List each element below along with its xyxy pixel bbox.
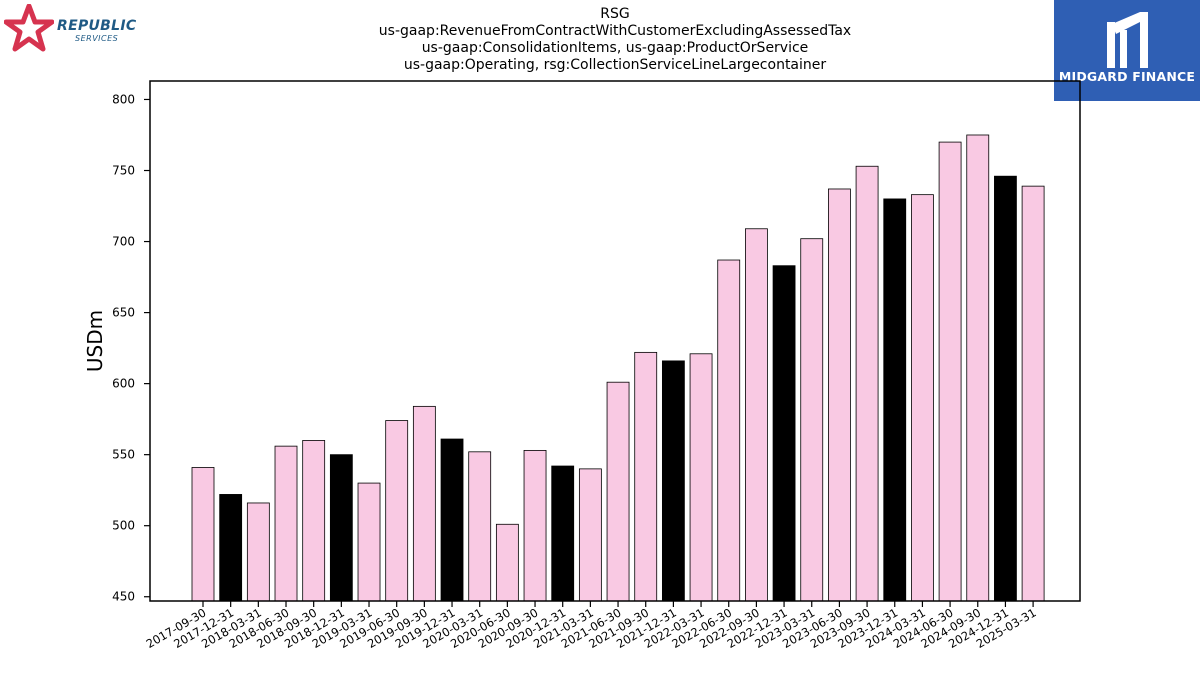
- bar-2019-12-31: [440, 438, 464, 602]
- midgard-finance-logo: MIDGARD FINANCE: [1054, 0, 1200, 101]
- bars-group: [191, 134, 1045, 602]
- star-emblem-icon: [3, 3, 55, 52]
- y-tick-label: 750: [112, 164, 135, 178]
- republic-services-logo: REPUBLIC SERVICES: [3, 3, 144, 54]
- plot-frame: [149, 80, 1081, 602]
- y-tick-label: 500: [112, 519, 135, 533]
- bar-2019-06-30: [385, 420, 409, 602]
- bar-2020-06-30: [495, 523, 519, 602]
- y-axis: 450 500 550 600 650 700 750 800: [112, 92, 150, 604]
- y-tick-label: 700: [112, 235, 135, 249]
- bar-2020-09-30: [523, 449, 547, 602]
- bar-2021-12-31: [661, 360, 685, 602]
- bar-2022-12-31: [772, 265, 796, 602]
- bar-2018-12-31: [329, 454, 353, 602]
- bar-2017-12-31: [219, 494, 243, 602]
- title-line: us-gaap:Operating, rsg:CollectionService…: [403, 57, 827, 73]
- bar-2017-09-30: [191, 467, 215, 602]
- bar-2023-09-30: [855, 165, 879, 602]
- bar-2021-09-30: [634, 351, 658, 602]
- bar-2024-09-30: [966, 134, 990, 602]
- bar-2023-06-30: [828, 188, 851, 602]
- bar-2018-09-30: [302, 440, 326, 602]
- title-line: RSG: [600, 6, 630, 22]
- logo-subtitle: SERVICES: [75, 34, 119, 43]
- logo-wordmark: REPUBLIC: [57, 18, 137, 34]
- bar-2021-06-30: [606, 381, 630, 602]
- bar-2025-03-31: [1021, 185, 1045, 602]
- chart-title: RSG us-gaap:RevenueFromContractWithCusto…: [300, 6, 930, 74]
- midgard-brand-name: MIDGARD FINANCE: [1058, 69, 1196, 84]
- bar-2020-12-31: [551, 465, 575, 602]
- midgard-mark-icon: [1107, 12, 1148, 68]
- bar-2022-06-30: [717, 259, 741, 602]
- bar-2024-06-30: [938, 141, 962, 602]
- bar-2019-03-31: [357, 482, 381, 602]
- bar-2023-12-31: [883, 198, 907, 602]
- bar-2024-12-31: [994, 175, 1017, 602]
- bar-2024-03-31: [911, 194, 934, 602]
- x-axis: 2017-09-302017-12-312018-03-312018-06-30…: [144, 601, 1039, 651]
- bar-2022-09-30: [745, 228, 768, 602]
- bar-2021-03-31: [578, 468, 602, 602]
- bar-2022-03-31: [689, 353, 713, 602]
- y-tick-label: 650: [112, 306, 135, 320]
- title-line: us-gaap:RevenueFromContractWithCustomerE…: [378, 23, 852, 39]
- y-tick-label: 600: [112, 377, 135, 391]
- y-tick-label: 550: [112, 448, 135, 462]
- title-line: us-gaap:ConsolidationItems, us-gaap:Prod…: [421, 40, 809, 56]
- y-axis-label: USDm: [83, 310, 107, 372]
- bar-2020-03-31: [468, 451, 492, 602]
- y-tick-label: 450: [112, 590, 135, 604]
- bar-2018-06-30: [274, 445, 298, 602]
- bar-2018-03-31: [246, 502, 270, 602]
- bar-2023-03-31: [800, 238, 824, 602]
- y-tick-label: 800: [112, 92, 135, 106]
- bar-2019-09-30: [412, 405, 436, 602]
